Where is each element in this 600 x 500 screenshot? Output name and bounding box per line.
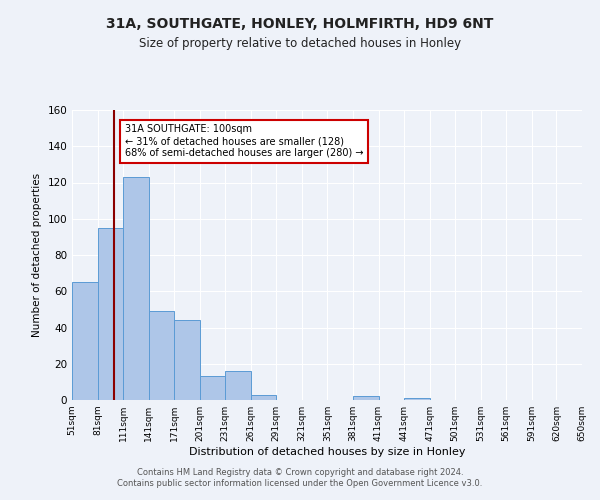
Bar <box>200 376 225 400</box>
Text: 31A SOUTHGATE: 100sqm
← 31% of detached houses are smaller (128)
68% of semi-det: 31A SOUTHGATE: 100sqm ← 31% of detached … <box>125 124 363 158</box>
Bar <box>72 282 98 400</box>
Bar <box>174 320 200 400</box>
Y-axis label: Number of detached properties: Number of detached properties <box>32 173 42 337</box>
Bar <box>98 228 123 400</box>
Bar <box>225 371 251 400</box>
Bar <box>251 394 277 400</box>
Text: Size of property relative to detached houses in Honley: Size of property relative to detached ho… <box>139 38 461 51</box>
Text: 31A, SOUTHGATE, HONLEY, HOLMFIRTH, HD9 6NT: 31A, SOUTHGATE, HONLEY, HOLMFIRTH, HD9 6… <box>106 18 494 32</box>
Bar <box>123 177 149 400</box>
Text: Contains HM Land Registry data © Crown copyright and database right 2024.
Contai: Contains HM Land Registry data © Crown c… <box>118 468 482 487</box>
X-axis label: Distribution of detached houses by size in Honley: Distribution of detached houses by size … <box>189 447 465 457</box>
Bar <box>149 311 174 400</box>
Bar <box>404 398 430 400</box>
Bar <box>353 396 379 400</box>
